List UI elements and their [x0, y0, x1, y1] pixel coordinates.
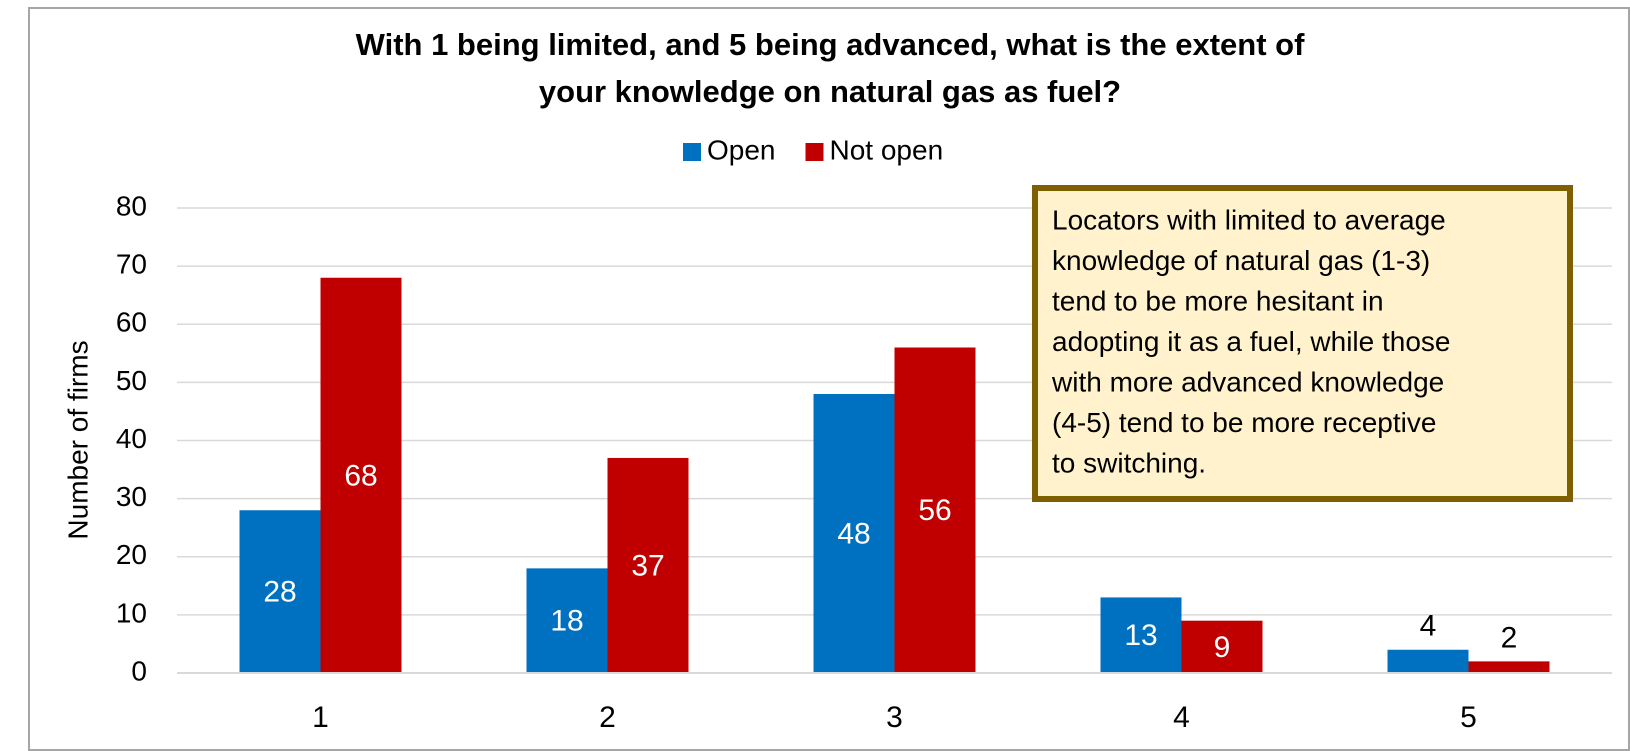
y-tick-label: 60: [116, 307, 147, 338]
data-label: 68: [344, 459, 377, 492]
x-tick-label: 5: [1460, 701, 1477, 734]
annotation-text: Locators with limited to average: [1052, 204, 1446, 235]
bar: [1387, 649, 1469, 673]
y-tick-label: 0: [131, 655, 147, 686]
bar: [894, 347, 976, 673]
y-tick-label: 30: [116, 481, 147, 512]
bar: [1100, 597, 1182, 673]
legend-swatch: [683, 143, 701, 161]
annotation-box: [1032, 185, 1573, 502]
x-tick-label: 1: [312, 701, 329, 734]
y-axis-label: Number of firms: [62, 340, 93, 539]
data-label: 28: [263, 576, 296, 609]
chart-title: your knowledge on natural gas as fuel?: [539, 74, 1121, 109]
data-label: 13: [1124, 619, 1157, 652]
bar: [813, 394, 895, 673]
bar: [526, 568, 608, 673]
legend-swatch: [805, 143, 824, 161]
annotation-text: to switching.: [1052, 447, 1206, 478]
x-tick-label: 3: [886, 701, 903, 734]
annotation-text: with more advanced knowledge: [1051, 366, 1444, 397]
bar: [1181, 620, 1263, 673]
annotation-text: tend to be more hesitant in: [1052, 285, 1384, 316]
bar: [1468, 661, 1550, 673]
bar: [320, 277, 402, 673]
data-label: 48: [837, 517, 870, 550]
y-tick-label: 70: [116, 249, 147, 280]
data-label: 4: [1420, 610, 1437, 643]
data-label: 18: [550, 605, 583, 638]
chart-title: With 1 being limited, and 5 being advanc…: [356, 27, 1305, 62]
data-label: 37: [631, 549, 664, 582]
y-tick-label: 20: [116, 539, 147, 570]
annotation-text: knowledge of natural gas (1-3): [1052, 245, 1430, 276]
y-tick-label: 40: [116, 423, 147, 454]
data-label: 2: [1501, 621, 1518, 654]
data-label: 9: [1214, 631, 1231, 664]
annotation-text: adopting it as a fuel, while those: [1052, 326, 1450, 357]
bar: [239, 510, 321, 673]
y-tick-label: 50: [116, 365, 147, 396]
x-tick-label: 4: [1173, 701, 1190, 734]
y-tick-label: 80: [116, 190, 147, 221]
annotation-text: (4-5) tend to be more receptive: [1052, 407, 1436, 438]
bar: [607, 457, 689, 673]
legend-label: Open: [707, 134, 776, 165]
y-tick-label: 10: [116, 597, 147, 628]
x-tick-label: 2: [599, 701, 616, 734]
data-label: 56: [918, 494, 951, 527]
legend-label: Not open: [830, 134, 944, 165]
